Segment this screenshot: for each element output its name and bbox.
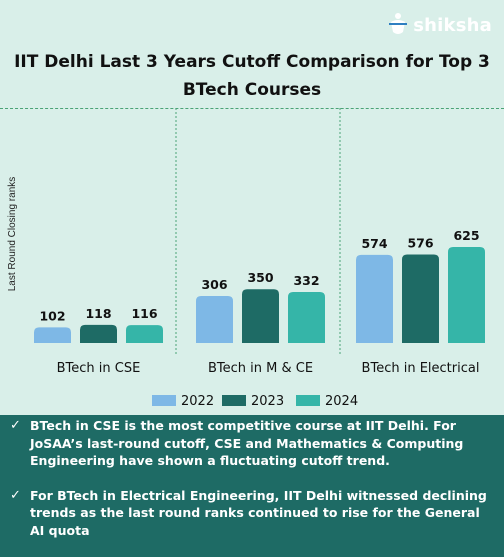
data-label: 625 — [453, 228, 479, 243]
bar-2022-1 — [196, 295, 233, 343]
chart-title-line-1: IIT Delhi Last 3 Years Cutoff Comparison… — [14, 52, 490, 72]
data-label: 332 — [293, 273, 319, 288]
category-label: BTech in M & CE — [208, 361, 313, 376]
data-label: 116 — [131, 306, 157, 321]
title-divider — [0, 108, 504, 109]
y-axis-label: Last Round Closing ranks — [7, 177, 18, 292]
check-icon: ✓ — [10, 487, 21, 503]
legend-label: 2023 — [251, 394, 284, 409]
note-item: ✓ For BTech in Electrical Engineering, I… — [10, 487, 494, 540]
legend-label: 2022 — [181, 394, 214, 409]
check-icon: ✓ — [10, 418, 21, 433]
bar-2023-0 — [80, 324, 117, 343]
legend-swatch-2022 — [152, 395, 176, 406]
bar-2023-1 — [242, 289, 279, 343]
bar-2022-0 — [34, 327, 71, 343]
graduate-icon — [389, 13, 408, 34]
notes-panel: ✓ BTech in CSE is the most competitive c… — [0, 415, 504, 557]
note-item: ✓ BTech in CSE is the most competitive c… — [10, 417, 494, 470]
brand-name: shiksha — [413, 14, 492, 36]
bar-2024-1 — [288, 292, 325, 343]
note-text: For BTech in Electrical Engineering, IIT… — [30, 487, 487, 538]
data-label: 350 — [247, 270, 273, 285]
data-label: 306 — [201, 277, 227, 292]
bar-2023-2 — [402, 254, 439, 343]
data-label: 102 — [39, 308, 65, 323]
bar-2024-2 — [448, 247, 485, 343]
shiksha-logo: shiksha — [387, 12, 492, 38]
note-text: BTech in CSE is the most competitive cou… — [30, 418, 464, 468]
data-label: 118 — [85, 306, 111, 321]
data-label: 576 — [407, 236, 433, 251]
legend-label: 2024 — [325, 394, 358, 409]
data-label: 574 — [361, 236, 387, 251]
legend-swatch-2024 — [296, 395, 320, 406]
bar-2024-0 — [126, 325, 163, 343]
legend-swatch-2023 — [222, 395, 246, 406]
chart-title-line-2: BTech Courses — [182, 80, 322, 100]
cutoff-bar-chart: Last Round Closing ranks 102 118 116 BTech i… — [7, 108, 485, 409]
category-label: BTech in Electrical — [362, 361, 480, 376]
chart-title: IIT Delhi Last 3 Years Cutoff Comparison… — [0, 48, 504, 104]
bar-2022-2 — [356, 254, 393, 343]
category-label: BTech in CSE — [57, 361, 141, 376]
